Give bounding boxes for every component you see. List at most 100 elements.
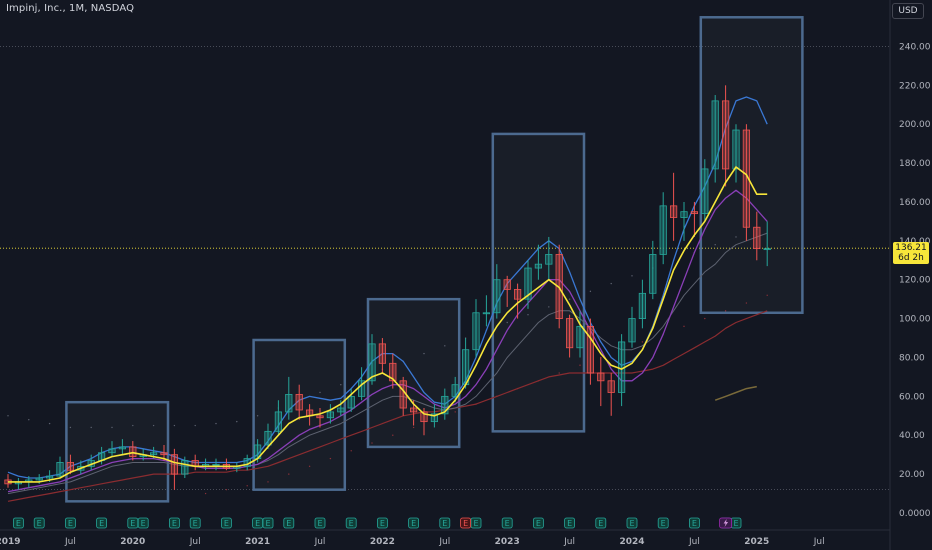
earnings-marker-label: E [16, 519, 21, 528]
candle-body[interactable] [170, 454, 178, 475]
earnings-marker[interactable] [408, 517, 420, 529]
candle-body[interactable] [732, 129, 740, 170]
candle-body[interactable] [295, 394, 303, 411]
candle-body[interactable] [545, 254, 553, 265]
range-box[interactable] [65, 400, 170, 503]
ma-low-dot [288, 473, 290, 475]
candle-body[interactable] [326, 411, 335, 419]
candle-body[interactable] [274, 411, 283, 432]
earnings-marker[interactable] [189, 517, 201, 529]
ma-200-dot [631, 275, 633, 277]
earnings-marker[interactable] [626, 517, 638, 529]
candle-body[interactable] [472, 312, 480, 351]
candle-body[interactable] [524, 267, 532, 300]
currency-button[interactable]: USD [892, 3, 924, 19]
candle-body[interactable] [451, 384, 459, 397]
candle-body[interactable] [118, 446, 126, 450]
ma-low-dot [308, 465, 311, 468]
ma-200-dot [340, 383, 342, 386]
candle-body[interactable] [129, 446, 137, 458]
earnings-marker[interactable] [657, 517, 669, 529]
candle-body[interactable] [66, 462, 74, 471]
candle-body[interactable] [586, 325, 595, 374]
earnings-marker[interactable] [439, 517, 451, 529]
candle-body[interactable] [149, 452, 158, 456]
candle-body[interactable] [680, 211, 688, 218]
candle-body[interactable] [347, 395, 355, 409]
earnings-marker[interactable] [564, 517, 575, 529]
earnings-marker-label: E [99, 519, 104, 528]
earnings-marker[interactable] [533, 517, 544, 529]
earnings-marker-highlight-label: E [463, 519, 468, 528]
candle-body[interactable] [35, 477, 43, 481]
earnings-marker[interactable] [314, 517, 326, 529]
earnings-marker[interactable] [376, 517, 388, 529]
candle-body[interactable] [389, 362, 397, 382]
candle-body[interactable] [659, 205, 667, 255]
y-tick-label: 200.00 [899, 120, 931, 130]
candle-body[interactable] [649, 254, 657, 294]
earnings-marker[interactable] [33, 517, 45, 529]
candle-body[interactable] [430, 413, 439, 423]
candle-body[interactable] [742, 129, 751, 228]
candle-body[interactable] [56, 462, 64, 477]
candle-body[interactable] [368, 343, 376, 382]
candle-body[interactable] [420, 411, 428, 423]
candle-body[interactable] [108, 448, 116, 454]
candle-body[interactable] [763, 248, 771, 251]
candle-body[interactable] [607, 380, 615, 393]
range-box[interactable] [699, 16, 804, 315]
candle-body[interactable] [316, 415, 324, 419]
candle-body[interactable] [409, 407, 418, 413]
candle-body[interactable] [441, 395, 449, 415]
candle-body[interactable] [597, 372, 605, 382]
candle-body[interactable] [638, 292, 647, 320]
earnings-marker[interactable] [595, 517, 607, 529]
ma-low-dot [558, 372, 560, 374]
candle-body[interactable] [690, 211, 699, 215]
candle-body[interactable] [722, 100, 730, 170]
candle-body[interactable] [670, 205, 678, 218]
earnings-marker[interactable] [168, 517, 180, 529]
earnings-marker[interactable] [65, 517, 76, 529]
candle-body[interactable] [337, 407, 345, 413]
candle-body[interactable] [264, 430, 272, 446]
candle-body[interactable] [576, 325, 584, 349]
plot-background[interactable] [0, 0, 890, 530]
earnings-marker[interactable] [12, 517, 24, 529]
candle-body[interactable] [181, 460, 189, 475]
earnings-marker[interactable] [345, 517, 357, 529]
candle-body[interactable] [160, 452, 168, 456]
candle-body[interactable] [46, 475, 54, 479]
candle-body[interactable] [378, 343, 387, 364]
candle-body[interactable] [482, 312, 491, 315]
candle-body[interactable] [285, 394, 293, 413]
candle-body[interactable] [503, 279, 511, 290]
x-tick-label: 2022 [370, 537, 395, 547]
earnings-marker[interactable] [137, 517, 149, 529]
earnings-marker[interactable] [501, 517, 513, 529]
earnings-marker[interactable] [220, 517, 232, 529]
y-tick-label: 160.00 [899, 198, 931, 208]
ma-200-dot [111, 426, 113, 429]
candle-body[interactable] [212, 463, 220, 466]
candle-body[interactable] [514, 289, 522, 300]
candle-body[interactable] [753, 226, 761, 250]
candle-body[interactable] [534, 263, 543, 269]
candle-body[interactable] [701, 168, 709, 215]
candle-body[interactable] [711, 100, 719, 170]
earnings-marker-label: E [255, 519, 260, 528]
earnings-marker[interactable] [262, 517, 274, 529]
earnings-marker-label: E [224, 519, 229, 528]
earnings-marker[interactable] [96, 517, 107, 529]
candle-body[interactable] [493, 279, 501, 314]
earnings-marker[interactable] [283, 517, 295, 529]
earnings-marker[interactable] [689, 517, 700, 529]
earnings-marker-highlight[interactable] [460, 517, 472, 529]
ma-purple-line [7, 189, 768, 493]
earnings-marker-label: E [598, 519, 603, 528]
candle-body[interactable] [628, 318, 636, 343]
candle-body[interactable] [566, 318, 574, 349]
